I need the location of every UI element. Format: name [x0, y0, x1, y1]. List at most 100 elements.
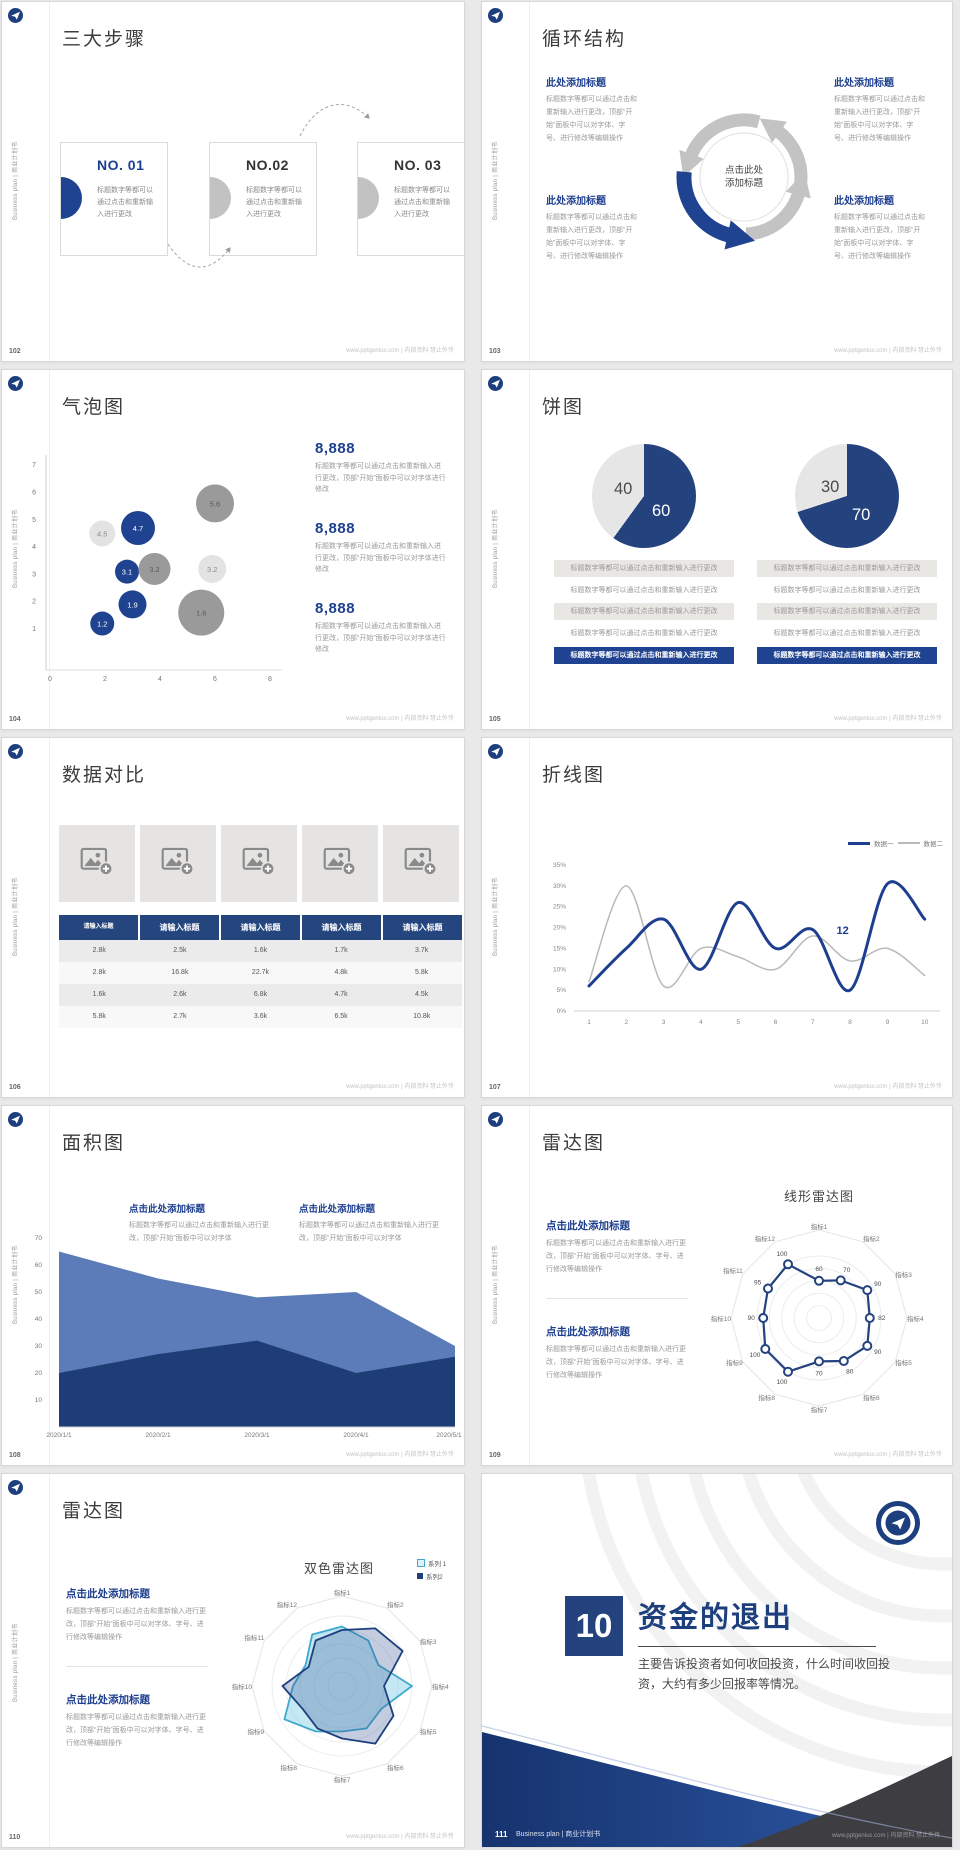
image-placeholder[interactable]	[302, 825, 378, 902]
svg-text:指标11: 指标11	[723, 1266, 743, 1275]
svg-text:6: 6	[213, 676, 217, 683]
page-number: 109	[489, 1452, 501, 1459]
svg-text:25%: 25%	[553, 904, 566, 911]
svg-text:35%: 35%	[553, 862, 566, 869]
svg-text:2020/2/1: 2020/2/1	[145, 1432, 171, 1439]
block-title: 点击此处添加标题	[66, 1694, 150, 1706]
page-number: 103	[489, 348, 501, 355]
sidebar-divider	[529, 738, 530, 1097]
chart-legend: 数据一 数据二	[848, 838, 943, 848]
svg-text:2: 2	[103, 676, 107, 683]
svg-text:指标8: 指标8	[758, 1393, 775, 1402]
footer-brand: Business plan | 商业计划书	[516, 1831, 601, 1838]
svg-text:7: 7	[32, 462, 36, 469]
svg-text:指标4: 指标4	[432, 1682, 449, 1691]
slide-104-bubble-chart[interactable]: Business plan | 商业计划书 气泡图 104 www.pptgenius…	[1, 369, 465, 730]
paper-plane-logo-icon	[8, 1112, 23, 1127]
add-image-icon	[403, 846, 439, 882]
svg-text:10%: 10%	[553, 966, 566, 973]
step-description: 标题数字等都可以通过点击和重新输入进行更改	[246, 187, 302, 218]
image-placeholder[interactable]	[383, 825, 459, 902]
slide-107-line-chart[interactable]: Business plan | 商业计划书 折线图 107 www.pptgenius…	[481, 737, 953, 1098]
slide-102-three-steps[interactable]: Business plan | 商业计划书 三大步骤 102 www.pptgeniu…	[1, 1, 465, 362]
svg-text:1: 1	[32, 626, 36, 633]
block-body: 标题数字等都可以通过点击和重新输入进行更改，顶部“开始”面板中可以对字体、字号、…	[546, 1240, 686, 1273]
block-body: 标题数字等都可以通过点击和重新输入进行更改，顶部“开始”面板中可以对字体、字号、…	[834, 214, 925, 260]
add-image-icon	[160, 846, 196, 882]
slide-103-cycle-structure[interactable]: Business plan | 商业计划书 循环结构 103 www.pptgeniu…	[481, 1, 953, 362]
pie-slice-label: 40	[614, 480, 633, 498]
slide-110-radar-chart-2[interactable]: Business plan | 商业计划书 雷达图 110 www.pptgenius…	[1, 1473, 465, 1848]
slide-108-area-chart[interactable]: Business plan | 商业计划书 面积图 108 www.pptgenius…	[1, 1105, 465, 1466]
paper-plane-logo-icon	[8, 8, 23, 23]
image-placeholder[interactable]	[221, 825, 297, 902]
svg-text:指标8: 指标8	[280, 1763, 297, 1772]
text-block: 点击此处添加标题 标题数字等都可以通过点击和重新输入进行更改，顶部“开始”面板中可…	[546, 1218, 688, 1276]
svg-text:指标11: 指标11	[244, 1633, 264, 1642]
table-cell: 6.5k	[334, 1013, 348, 1020]
footer-site: www.pptgenius.com | 内部资料 禁止外传	[834, 1452, 942, 1458]
half-circle-accent	[210, 177, 231, 219]
footer-site: www.pptgenius.com | 内部资料 禁止外传	[834, 1084, 942, 1090]
chapter-number-box: 10	[565, 1596, 623, 1656]
text-block: 点击此处添加标题 标题数字等都可以通过点击和重新输入进行更改，顶部“开始”面板中可…	[299, 1201, 440, 1245]
sidebar-vertical-text: Business plan | 商业计划书	[493, 141, 499, 220]
divider	[66, 1666, 208, 1667]
svg-text:5: 5	[736, 1019, 740, 1026]
table-header-cell: 请输入标题	[59, 915, 138, 940]
block-title: 此处添加标题	[834, 78, 894, 89]
sidebar-divider	[529, 2, 530, 361]
image-placeholder[interactable]	[140, 825, 216, 902]
cycle-center-label: 点击此处添加标题	[725, 164, 764, 189]
caption-row: 标题数字等都可以通过点击和重新输入进行更改	[554, 647, 734, 664]
radar-chart: 指标1 指标2 指标3 指标4 指标5 指标6 指标7 指标8 指标9 指标10 指标11 指标12	[232, 1588, 449, 1784]
table-header-cell: 请输入标题	[302, 915, 381, 940]
paper-plane-logo-icon	[488, 8, 503, 23]
table-cell: 3.7k	[415, 947, 429, 954]
stat-value: 8,888	[315, 600, 356, 617]
caption-row: 标题数字等都可以通过点击和重新输入进行更改	[773, 630, 921, 637]
radar-chart: 指标1 指标2 指标3 指标4 指标5 指标6 指标7 指标8 指标9 指标10 指标11 指标12 6…	[711, 1222, 924, 1414]
bubble	[138, 552, 171, 585]
swoosh-background	[482, 1474, 952, 1847]
svg-text:100: 100	[777, 1251, 788, 1258]
table-row: 1.6k 2.6k 6.8k 4.7k 4.5k	[59, 984, 462, 1006]
svg-text:60: 60	[35, 1262, 43, 1269]
page-number: 108	[9, 1452, 21, 1459]
table-cell: 2.5k	[173, 947, 187, 954]
text-block: 此处添加标题 标题数字等都可以通过点击和重新输入进行更改，顶部“开始”面板中可以对…	[834, 192, 926, 263]
svg-text:3.2: 3.2	[149, 565, 159, 574]
slide-111-section-divider[interactable]: 10 资金的退出 主要告诉投资者如何收回投资，什么时间收回投资，大约有多少回报率…	[481, 1473, 953, 1848]
slide-title: 三大步骤	[62, 29, 147, 50]
slide-109-radar-chart[interactable]: Business plan | 商业计划书 雷达图 109 www.pptgenius…	[481, 1105, 953, 1466]
slide-106-data-comparison[interactable]: Business plan | 商业计划书 数据对比 106 www.pptgeniu…	[1, 737, 465, 1098]
slide-105-pie-chart[interactable]: Business plan | 商业计划书 饼图 105 www.pptgenius.…	[481, 369, 953, 730]
table-header-cell: 请输入标题	[221, 915, 300, 940]
text-block: 此处添加标题 标题数字等都可以通过点击和重新输入进行更改，顶部“开始”面板中可以对…	[546, 192, 638, 263]
block-title: 此处添加标题	[546, 78, 606, 89]
legend-line-swatch	[897, 842, 920, 844]
cycle-arrows-diagram: 点击此处添加标题	[676, 113, 811, 250]
stat-value: 8,888	[315, 520, 356, 537]
svg-text:7: 7	[811, 1019, 815, 1026]
table-cell: 5.8k	[92, 1013, 106, 1020]
image-placeholder[interactable]	[59, 825, 135, 902]
block-body: 标题数字等都可以通过点击和重新输入进行更改，顶部“开始”面板中可以对字体、字号、…	[834, 96, 925, 142]
block-body: 标题数字等都可以通过点击和重新输入进行更改，顶部“开始”面板中可以对字体、字号、…	[546, 214, 637, 260]
svg-text:40: 40	[35, 1316, 43, 1323]
paper-plane-logo-icon	[488, 744, 503, 759]
sidebar-divider	[49, 738, 50, 1097]
footer-site: www.pptgenius.com | 内部资料 禁止外传	[346, 1834, 454, 1840]
svg-text:2: 2	[624, 1019, 628, 1026]
footer-site: www.pptgenius.com | 内部资料 禁止外传	[346, 716, 454, 722]
dashed-arrow-connectors	[167, 104, 370, 268]
add-image-icon	[241, 846, 277, 882]
svg-text:指标1: 指标1	[811, 1222, 828, 1231]
footer-site: www.pptgenius.com | 内部资料 禁止外传	[832, 1833, 940, 1839]
stat-body: 标题数字等都可以通过点击和重新输入进行更改，顶部“开始”面板中可以对字体进行修改	[315, 543, 446, 573]
table-cell: 2.8k	[92, 947, 106, 954]
bubble-chart: 1 2 3 4 5 6 7 0 2 4 6 8 4.5 4.7 5.6 3.1 3.2 3.2 1.9 1.2 1.6	[32, 455, 282, 683]
block-title: 点击此处添加标题	[546, 1326, 630, 1338]
svg-text:100: 100	[749, 1352, 760, 1359]
